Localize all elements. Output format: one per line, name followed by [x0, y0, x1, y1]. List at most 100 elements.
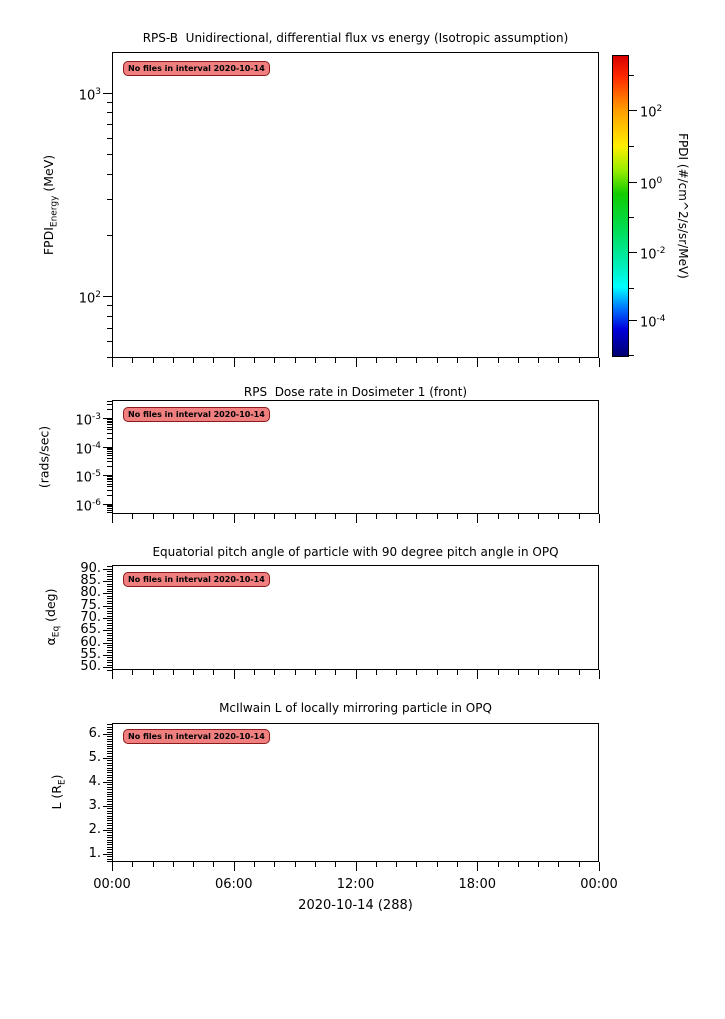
y-minor-tick — [107, 746, 112, 747]
x-minor-tick — [396, 514, 397, 519]
y-minor-tick — [107, 601, 112, 602]
x-minor-tick — [416, 862, 417, 867]
y-minor-tick — [107, 453, 112, 454]
x-major-tick — [234, 862, 235, 871]
y-major-tick — [103, 758, 112, 759]
colorbar-major-tick — [629, 110, 637, 111]
y-minor-tick — [107, 409, 112, 410]
y-minor-tick — [107, 842, 112, 843]
y-tick-label: 70. — [80, 610, 101, 625]
y-minor-tick — [107, 506, 112, 507]
x-minor-tick — [437, 514, 438, 519]
y-minor-tick — [107, 787, 112, 788]
y-major-tick — [103, 93, 112, 94]
x-minor-tick — [295, 862, 296, 867]
y-minor-tick — [107, 763, 112, 764]
y-major-tick — [103, 618, 112, 619]
y-minor-tick — [107, 739, 112, 740]
y-minor-tick — [107, 808, 112, 809]
panel-flux-plot-area — [112, 52, 599, 358]
y-tick-label: 10-4 — [75, 441, 101, 458]
x-tick-label: 06:00 — [215, 877, 253, 892]
x-minor-tick — [295, 514, 296, 519]
y-minor-tick — [107, 235, 112, 236]
y-tick-label: 85. — [80, 573, 101, 588]
y-tick-label: 6. — [88, 726, 101, 741]
x-minor-tick — [579, 670, 580, 675]
y-minor-tick — [107, 792, 112, 793]
y-minor-tick — [107, 598, 112, 599]
x-minor-tick — [579, 514, 580, 519]
y-minor-tick — [107, 510, 112, 511]
x-minor-tick — [558, 670, 559, 675]
colorbar-minor-tick — [629, 75, 634, 76]
x-minor-tick — [558, 514, 559, 519]
y-tick-label: 10-3 — [75, 412, 101, 429]
y-minor-tick — [107, 448, 112, 449]
y-minor-tick — [107, 650, 112, 651]
y-minor-tick — [107, 729, 112, 730]
y-tick-label: 75. — [80, 598, 101, 613]
x-major-tick — [599, 514, 600, 523]
y-major-tick — [103, 830, 112, 831]
x-minor-tick — [193, 514, 194, 519]
y-minor-tick — [107, 357, 112, 358]
panel-mcilwain-title: McIlwain L of locally mirroring particle… — [219, 701, 492, 715]
panel-dose-y-axis-label: (rads/sec) — [36, 425, 52, 489]
x-minor-tick — [335, 862, 336, 867]
x-major-tick — [356, 358, 357, 367]
y-minor-tick — [107, 608, 112, 609]
x-major-tick — [234, 670, 235, 679]
y-minor-tick — [107, 455, 112, 456]
y-tick-label: 103 — [78, 87, 101, 104]
y-minor-tick — [107, 852, 112, 853]
y-minor-tick — [107, 154, 112, 155]
y-minor-tick — [107, 799, 112, 800]
y-major-tick — [103, 655, 112, 656]
y-minor-tick — [107, 623, 112, 624]
y-minor-tick — [107, 486, 112, 487]
y-minor-tick — [107, 429, 112, 430]
x-major-tick — [477, 670, 478, 679]
x-minor-tick — [437, 862, 438, 867]
colorbar-label: FPDI (#/cm^2/s/sr/MeV) — [676, 133, 690, 279]
y-minor-tick — [107, 780, 112, 781]
x-minor-tick — [132, 358, 133, 363]
y-minor-tick — [107, 765, 112, 766]
x-minor-tick — [437, 670, 438, 675]
y-minor-tick — [107, 647, 112, 648]
y-minor-tick — [107, 640, 112, 641]
colorbar-minor-tick — [629, 288, 634, 289]
y-major-tick — [103, 593, 112, 594]
x-minor-tick — [457, 358, 458, 363]
y-major-tick — [103, 854, 112, 855]
x-minor-tick — [213, 358, 214, 363]
y-minor-tick — [107, 633, 112, 634]
panel-pitch-angle-title: Equatorial pitch angle of particle with … — [152, 545, 559, 559]
x-minor-tick — [518, 514, 519, 519]
panel-flux-y-axis-label: FPDIEnergy (MeV) — [40, 154, 60, 256]
y-minor-tick — [107, 635, 112, 636]
y-minor-tick — [107, 591, 112, 592]
x-minor-tick — [518, 670, 519, 675]
y-major-tick — [103, 581, 112, 582]
panel-mcilwain-y-axis-label: L (RE) — [48, 774, 68, 810]
y-minor-tick — [107, 818, 112, 819]
y-minor-tick — [107, 316, 112, 317]
y-minor-tick — [107, 804, 112, 805]
y-major-tick — [103, 475, 112, 476]
x-minor-tick — [396, 670, 397, 675]
x-minor-tick — [254, 670, 255, 675]
y-minor-tick — [107, 512, 112, 513]
y-tick-label: 2. — [88, 822, 101, 837]
y-minor-tick — [107, 427, 112, 428]
y-minor-tick — [107, 770, 112, 771]
y-minor-tick — [107, 466, 112, 467]
y-minor-tick — [107, 451, 112, 452]
y-minor-tick — [107, 820, 112, 821]
panel-dose-no-data-badge: No files in interval 2020-10-14 — [123, 407, 270, 422]
x-minor-tick — [173, 670, 174, 675]
y-minor-tick — [107, 328, 112, 329]
x-minor-tick — [437, 358, 438, 363]
